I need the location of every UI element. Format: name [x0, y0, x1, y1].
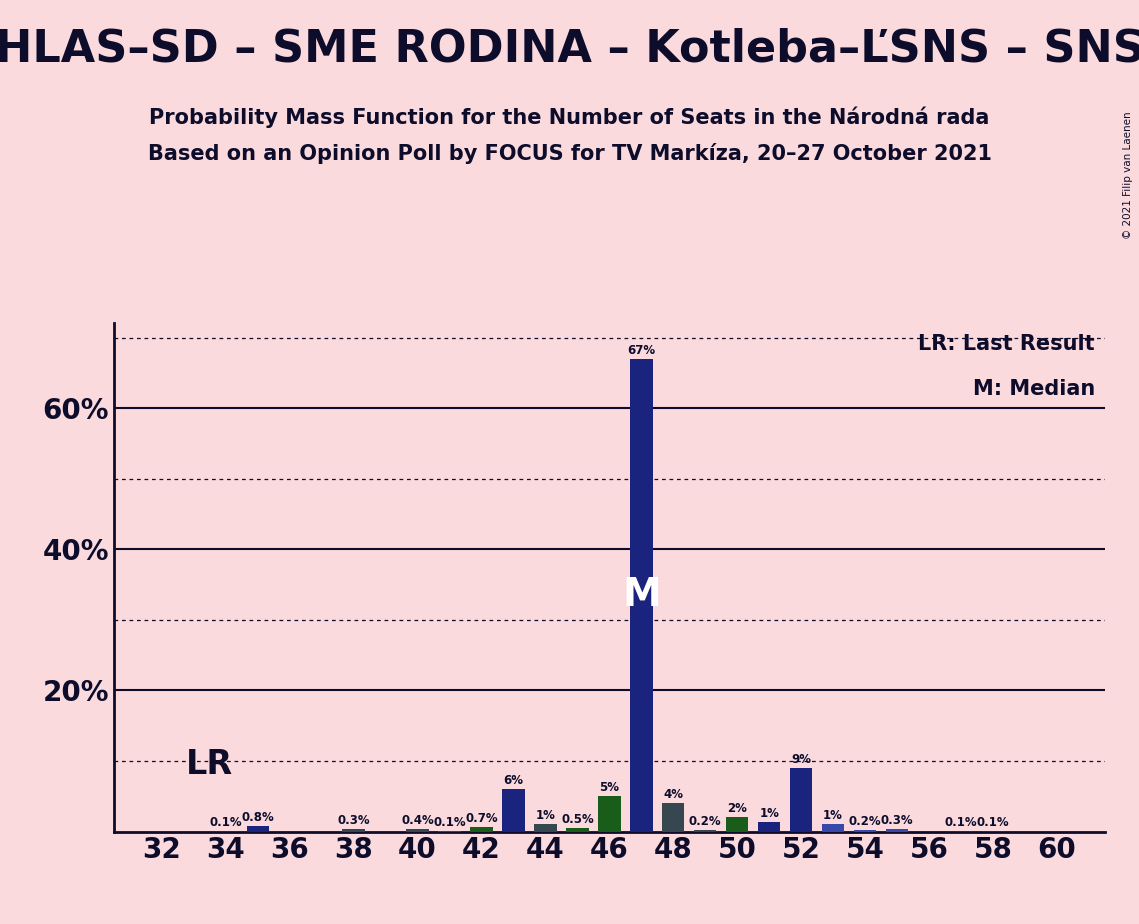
Text: 0.1%: 0.1%: [976, 816, 1009, 829]
Text: 9%: 9%: [792, 753, 811, 766]
Bar: [757, 821, 780, 832]
Text: 0.2%: 0.2%: [849, 815, 882, 828]
Text: LR: Last Result: LR: Last Result: [918, 334, 1095, 354]
Bar: [407, 829, 428, 832]
Bar: [854, 830, 876, 832]
Text: Probability Mass Function for the Number of Seats in the Národná rada: Probability Mass Function for the Number…: [149, 106, 990, 128]
Bar: [246, 826, 269, 832]
Bar: [470, 827, 493, 832]
Text: 2%: 2%: [728, 802, 747, 815]
Text: 0.1%: 0.1%: [944, 816, 977, 829]
Text: 0.4%: 0.4%: [401, 814, 434, 827]
Text: 0.7%: 0.7%: [465, 811, 498, 824]
Text: M: M: [622, 577, 661, 614]
Text: 5%: 5%: [599, 781, 620, 795]
Text: 0.1%: 0.1%: [210, 816, 243, 829]
Text: 67%: 67%: [628, 344, 655, 357]
Text: HLAS–SD – SME RODINA – Kotleba–ĽSNS – SNS: HLAS–SD – SME RODINA – Kotleba–ĽSNS – SN…: [0, 28, 1139, 71]
Bar: [886, 830, 908, 832]
Text: 0.3%: 0.3%: [337, 814, 370, 827]
Text: Based on an Opinion Poll by FOCUS for TV Markíza, 20–27 October 2021: Based on an Opinion Poll by FOCUS for TV…: [147, 143, 992, 164]
Text: 4%: 4%: [663, 788, 683, 801]
Text: 1%: 1%: [760, 807, 779, 820]
Bar: [502, 789, 525, 832]
Text: 6%: 6%: [503, 774, 524, 787]
Bar: [790, 768, 812, 832]
Text: LR: LR: [187, 748, 233, 781]
Text: 0.5%: 0.5%: [562, 813, 593, 826]
Bar: [694, 830, 716, 832]
Bar: [822, 824, 844, 832]
Bar: [343, 830, 364, 832]
Bar: [726, 818, 748, 832]
Bar: [534, 824, 557, 832]
Bar: [662, 803, 685, 832]
Text: 0.2%: 0.2%: [689, 815, 722, 828]
Bar: [630, 359, 653, 832]
Text: M: Median: M: Median: [973, 379, 1095, 399]
Text: 0.8%: 0.8%: [241, 811, 274, 824]
Text: 0.3%: 0.3%: [880, 814, 913, 827]
Bar: [598, 796, 621, 832]
Bar: [566, 828, 589, 832]
Text: 0.1%: 0.1%: [433, 816, 466, 829]
Text: © 2021 Filip van Laenen: © 2021 Filip van Laenen: [1123, 111, 1133, 238]
Text: 1%: 1%: [823, 808, 843, 821]
Text: 1%: 1%: [535, 808, 556, 821]
